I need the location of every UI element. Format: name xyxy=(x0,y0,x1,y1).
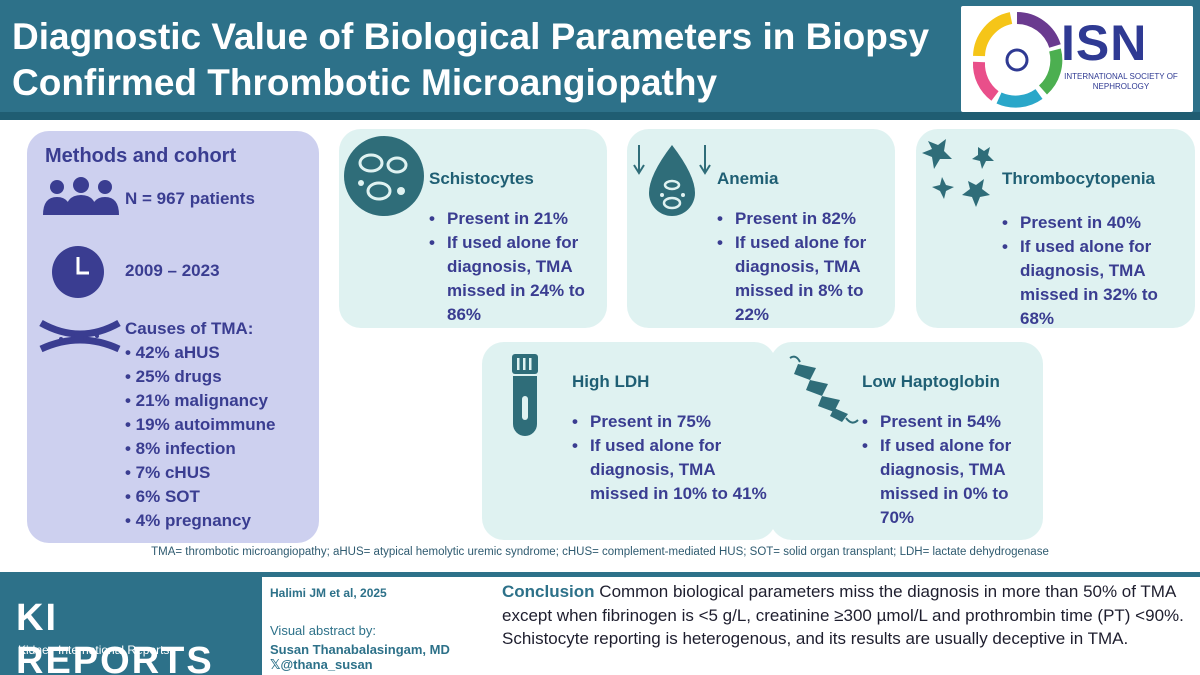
author-name: Susan Thanabalasingam, MD xyxy=(270,642,450,657)
citation: Halimi JM et al, 2025 xyxy=(270,586,387,600)
page-title: Diagnostic Value of Biological Parameter… xyxy=(12,16,930,103)
present-stat: Present in 21% xyxy=(427,207,599,231)
missed-stat: If used alone for diagnosis, TMA missed … xyxy=(860,434,1036,530)
card-title: Low Haptoglobin xyxy=(862,372,1000,391)
card-thrombocytopenia: Thrombocytopenia Present in 40% If used … xyxy=(916,129,1195,328)
list-item: • 25% drugs xyxy=(125,367,222,386)
list-item: • 21% malignancy xyxy=(125,391,268,410)
list-item: • 6% SOT xyxy=(125,487,200,506)
isn-ring-icon xyxy=(972,12,1063,108)
card-schistocytes: Schistocytes Present in 21% If used alon… xyxy=(339,129,607,328)
author-handle[interactable]: 𝕏@thana_susan xyxy=(270,657,373,672)
card-list: Present in 75% If used alone for diagnos… xyxy=(570,410,770,506)
platelets-icon xyxy=(922,139,994,207)
card-title: Thrombocytopenia xyxy=(1002,169,1156,188)
anemia-drop-icon xyxy=(633,145,711,216)
missed-stat: If used alone for diagnosis, TMA missed … xyxy=(427,231,599,327)
people-icon xyxy=(43,177,119,215)
footer-divider xyxy=(0,572,1200,577)
card-high-ldh: High LDH Present in 75% If used alone fo… xyxy=(482,342,776,540)
card-title: High LDH xyxy=(572,372,650,391)
causes-list: • 42% aHUS • 25% drugs • 21% malignancy … xyxy=(125,341,276,533)
study-period: 2009 – 2023 xyxy=(125,261,220,280)
isn-logo: ISN INTERNATIONAL SOCIETY OF NEPHROLOGY xyxy=(961,6,1193,112)
methods-title: Methods and cohort xyxy=(45,145,237,167)
visual-abstract-label: Visual abstract by: xyxy=(270,623,376,638)
card-list: Present in 40% If used alone for diagnos… xyxy=(1000,211,1190,331)
isn-logo-text: ISN xyxy=(1061,15,1148,71)
patients-count: N = 967 patients xyxy=(125,189,255,208)
list-item: • 4% pregnancy xyxy=(125,511,251,530)
present-stat: Present in 54% xyxy=(860,410,1036,434)
card-list: Present in 54% If used alone for diagnos… xyxy=(860,410,1036,530)
card-list: Present in 21% If used alone for diagnos… xyxy=(427,207,599,327)
present-stat: Present in 40% xyxy=(1000,211,1190,235)
methods-panel: Methods and cohort N = 967 patients 2009… xyxy=(27,131,319,543)
missed-stat: If used alone for diagnosis, TMA missed … xyxy=(570,434,770,506)
abbreviations-footnote: TMA= thrombotic microangiopathy; aHUS= a… xyxy=(151,546,1049,558)
ki-reports-subtitle: Kidney International Reports xyxy=(18,643,170,657)
conclusion-body: Common biological parameters miss the di… xyxy=(502,582,1184,648)
ki-reports-logo: KI REPORTS Kidney International Reports xyxy=(0,577,262,675)
clock-icon xyxy=(52,246,104,298)
present-stat: Present in 82% xyxy=(715,207,887,231)
list-item: • 19% autoimmune xyxy=(125,415,276,434)
ki-reports-brand: KI REPORTS xyxy=(16,597,214,675)
isn-logo-subtitle: INTERNATIONAL SOCIETY OF NEPHROLOGY xyxy=(1064,72,1178,91)
schistocytes-icon xyxy=(344,136,424,216)
missed-stat: If used alone for diagnosis, TMA missed … xyxy=(715,231,887,327)
present-stat: Present in 75% xyxy=(570,410,770,434)
card-low-haptoglobin: Low Haptoglobin Present in 54% If used a… xyxy=(770,342,1043,540)
card-title: Anemia xyxy=(717,169,779,188)
header-banner: Diagnostic Value of Biological Parameter… xyxy=(0,0,1200,120)
missed-stat: If used alone for diagnosis, TMA missed … xyxy=(1000,235,1190,331)
conclusion-label: Conclusion xyxy=(502,582,595,601)
header-stripe xyxy=(0,112,1200,120)
list-item: • 7% cHUS xyxy=(125,463,211,482)
card-anemia: Anemia Present in 82% If used alone for … xyxy=(627,129,895,328)
conclusion-text: Conclusion Common biological parameters … xyxy=(502,580,1194,651)
card-title: Schistocytes xyxy=(429,169,534,188)
test-tube-icon xyxy=(512,354,538,436)
list-item: • 8% infection xyxy=(125,439,236,458)
causes-title: Causes of TMA: xyxy=(125,319,254,338)
protein-helix-icon xyxy=(789,355,859,424)
vessel-icon xyxy=(39,319,121,353)
card-list: Present in 82% If used alone for diagnos… xyxy=(715,207,887,327)
list-item: • 42% aHUS xyxy=(125,343,220,362)
